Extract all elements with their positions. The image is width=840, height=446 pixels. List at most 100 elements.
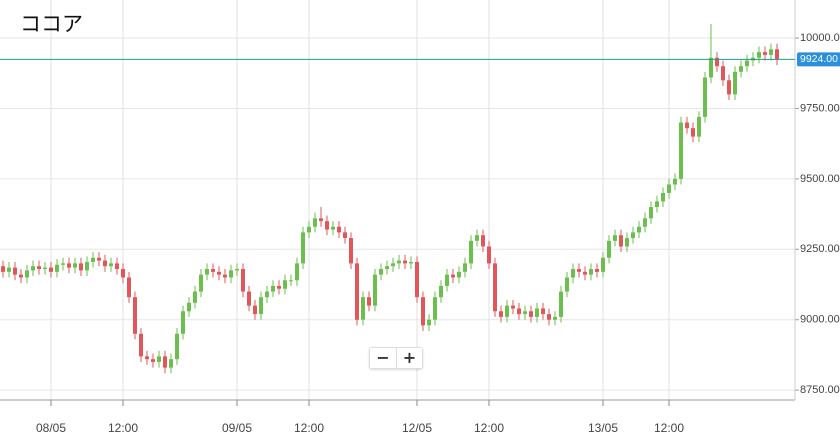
candle-body [103,260,107,267]
candle-body [451,274,455,278]
candle-body [61,263,65,265]
candle-body [481,235,485,247]
candle-body [205,269,209,275]
candle-body [433,297,437,320]
candle-body [547,314,551,320]
candle-body [85,261,89,271]
candle-body [121,269,125,278]
candle-body [193,291,197,303]
candle-body [253,305,257,315]
candle-body [133,297,137,334]
candle-body [613,235,617,241]
candle-body [55,264,59,272]
candle-body [691,128,695,137]
candle-body [409,261,413,264]
candle-body [583,271,587,275]
candle-body [319,218,323,222]
x-tick-label: 13/05 [588,421,618,435]
candle-body [259,297,263,315]
candle-body [97,257,101,261]
candle-body [631,232,635,239]
candle-body [73,263,77,268]
candle-body [199,274,203,292]
candle-body [169,359,173,368]
candle-body [463,263,467,272]
candle-body [655,201,659,208]
candle-body [283,280,287,289]
candle-body [7,267,11,272]
candle-body [535,308,539,317]
candle-body [187,302,191,312]
candle-body [445,274,449,286]
candle-body [499,311,503,317]
chart-title: ココア [20,12,83,36]
candle-body [313,218,317,227]
candle-body [427,319,431,326]
candle-body [667,184,671,193]
candle-body [607,240,611,258]
candle-body [595,269,599,272]
candle-body [721,66,725,81]
candle-body [649,207,653,219]
candle-body [601,257,605,272]
candle-body [619,235,623,247]
candle-body [637,226,641,233]
candle-body [175,333,179,360]
candle-body [697,116,701,137]
candle-body [91,257,95,262]
candle-body [769,49,773,55]
candle-body [349,238,353,264]
candle-body [1,266,5,272]
y-tick-label: 9750.00 [800,102,840,114]
candle-body [523,311,527,315]
candle-body [763,52,767,55]
candle-body [385,266,389,270]
candle-body [529,311,533,317]
candle-body [553,316,557,320]
zoom-in-button[interactable]: + [396,348,422,368]
candle-body [211,269,215,272]
candle-body [493,263,497,312]
candle-body [379,269,383,275]
candle-body [13,267,17,275]
candle-body [49,267,53,272]
candle-body [505,305,509,317]
candle-body [151,359,155,362]
candle-body [307,226,311,233]
candle-body [757,52,761,58]
candle-body [295,263,299,281]
candle-body [217,271,221,275]
candle-body [403,260,407,264]
current-price-label: 9924.00 [800,53,838,65]
candle-body [343,232,347,239]
candle-body [733,71,737,95]
candle-body [367,297,371,306]
candle-body [775,49,779,60]
candle-body [565,277,569,292]
candle-body [67,263,71,268]
candle-body [673,178,677,185]
candle-body [163,356,167,368]
candle-body [325,221,329,230]
candle-body [469,240,473,264]
candle-body [355,263,359,320]
zoom-out-button[interactable]: − [370,348,396,368]
x-tick-label: 09/05 [222,421,252,435]
x-tick-label: 12:00 [474,421,504,435]
y-tick-label: 9000.00 [800,314,840,326]
candle-body [115,263,119,270]
candle-body [739,66,743,72]
zoom-controls: − + [369,347,423,369]
candle-body [331,226,335,230]
candle-body [679,122,683,179]
candle-body [727,80,731,95]
candle-body [391,263,395,267]
y-tick-label: 9500.00 [800,173,840,185]
candle-body [139,333,143,357]
y-tick-label: 8750.00 [800,384,840,396]
candle-body [145,356,149,360]
x-tick-label: 12:00 [654,421,684,435]
candle-body [571,269,575,278]
